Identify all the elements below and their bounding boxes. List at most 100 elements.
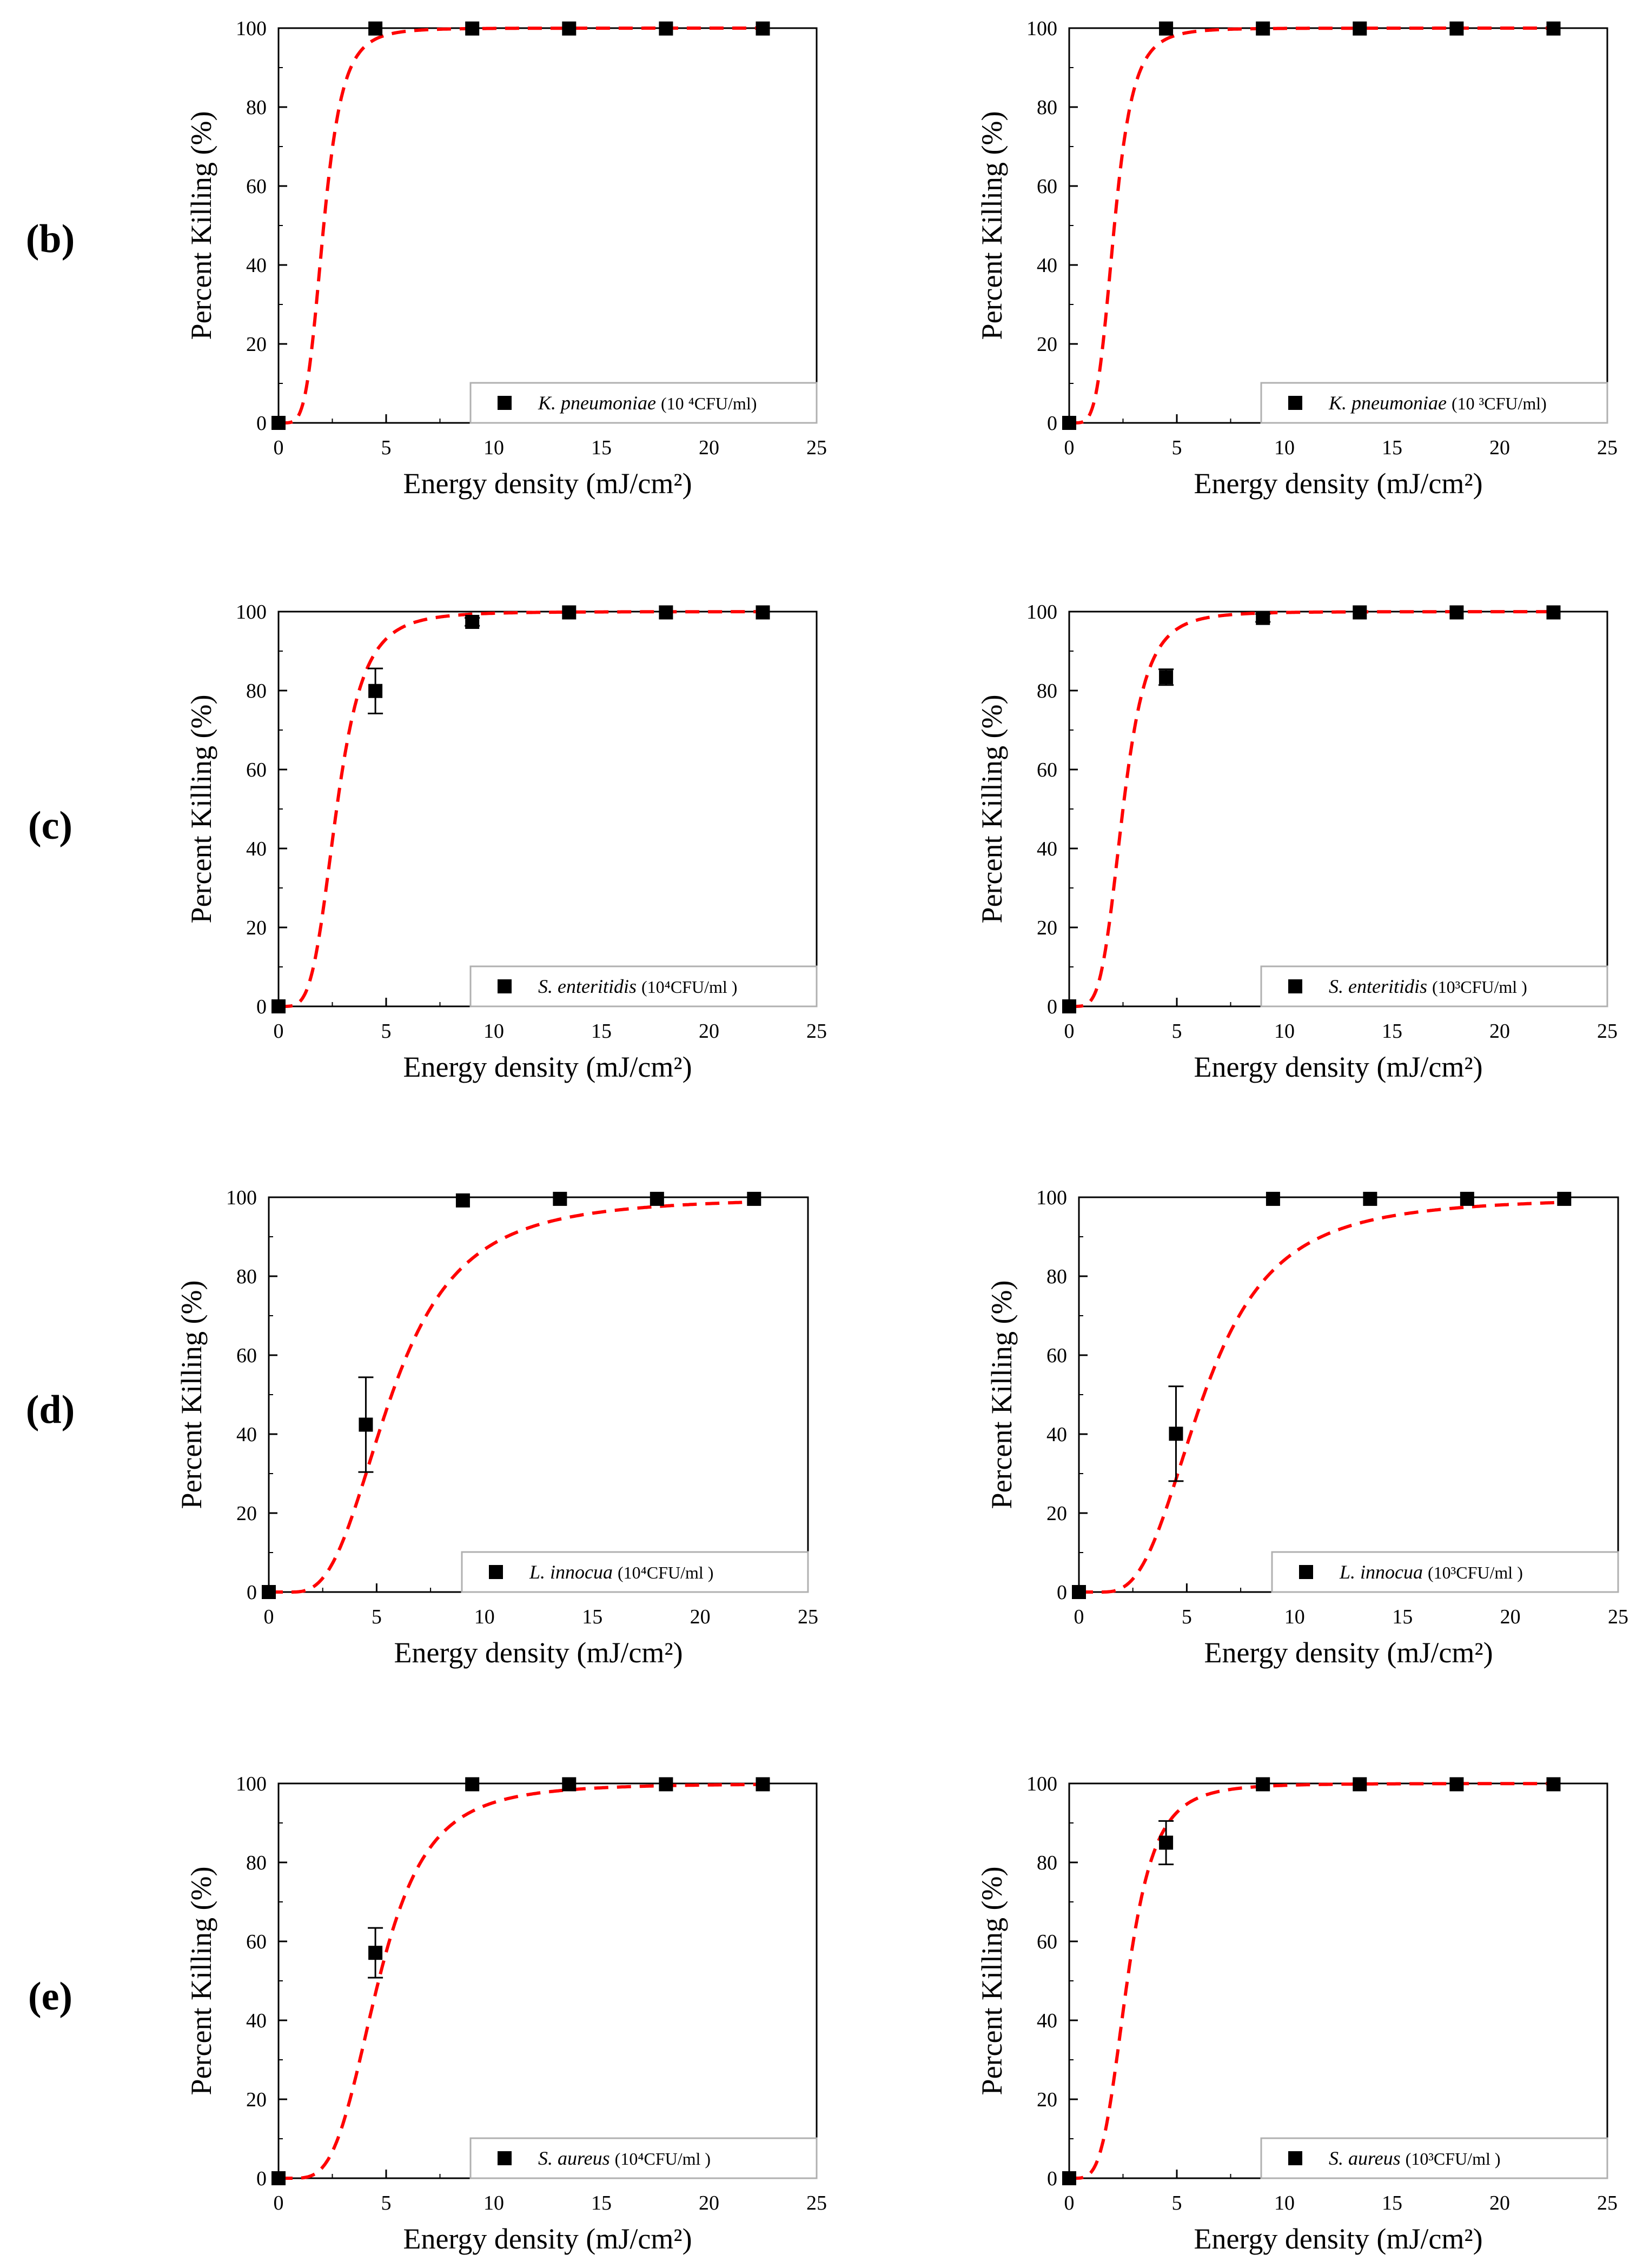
x-tick-label: 20 — [699, 436, 719, 459]
y-tick-label: 80 — [1037, 1852, 1057, 1874]
x-tick-label: 25 — [1597, 436, 1618, 459]
fit-curve — [1069, 610, 1554, 1008]
legend-concentration: (10 ³CFU/ml) — [1452, 394, 1547, 413]
y-tick-label: 80 — [236, 1265, 257, 1288]
y-tick-label: 100 — [226, 1186, 257, 1209]
chart-e-right: 0 5 10 15 20 25 0 20 40 60 80 100 Energy density (mJ… — [976, 1773, 1618, 2255]
x-tick-label: 20 — [699, 2192, 719, 2214]
x-tick-label: 20 — [699, 1020, 719, 1043]
y-tick-label: 100 — [1026, 601, 1057, 624]
legend-label: L. innocua (10³CFU/ml ) — [1339, 1561, 1523, 1583]
x-axis-label: Energy density (mJ/cm²) — [394, 1636, 683, 1669]
x-tick-label: 10 — [1274, 1020, 1295, 1043]
legend-box — [1260, 965, 1608, 1007]
fit-curve — [1069, 1782, 1554, 2180]
x-tick-label: 25 — [1597, 2192, 1618, 2214]
y-tick-label: 80 — [246, 96, 267, 119]
legend-concentration: (10³CFU/ml ) — [1406, 2149, 1501, 2168]
data-point — [562, 605, 577, 620]
legend-species: K. pneumoniae — [1328, 392, 1452, 414]
x-tick-label: 10 — [483, 436, 504, 459]
legend-species: S. aureus — [538, 2147, 615, 2169]
x-tick-label: 20 — [1500, 1606, 1521, 1628]
y-tick-label: 80 — [1046, 1265, 1067, 1288]
legend-marker — [498, 2151, 512, 2165]
data-point — [562, 1777, 577, 1792]
legend-label: S. enteritidis (10³CFU/ml ) — [1329, 976, 1527, 997]
y-axis-label: Percent Killing (%) — [185, 695, 217, 924]
y-tick-label: 80 — [246, 680, 267, 702]
x-tick-label: 0 — [274, 436, 284, 459]
y-tick-label: 100 — [236, 601, 267, 624]
data-point — [650, 1191, 664, 1206]
legend-box — [1260, 2137, 1608, 2179]
x-tick-label: 5 — [372, 1606, 382, 1628]
y-tick-label: 60 — [1037, 175, 1057, 198]
data-point — [368, 21, 383, 36]
legend-concentration: (10⁴CFU/ml ) — [641, 977, 737, 997]
row-label-e: (e) — [28, 1974, 73, 2019]
y-axis-label: Percent Killing (%) — [976, 1867, 1008, 2095]
y-tick-label: 60 — [246, 759, 267, 781]
y-axis-label: Percent Killing (%) — [985, 1281, 1018, 1509]
data-point — [1546, 605, 1561, 620]
data-point — [1353, 1777, 1367, 1792]
x-tick-label: 5 — [1172, 1020, 1182, 1043]
y-tick-label: 0 — [1047, 2167, 1057, 2190]
x-tick-label: 25 — [1608, 1606, 1628, 1628]
legend-label: L. innocua (10⁴CFU/ml ) — [529, 1561, 713, 1583]
x-tick-label: 0 — [264, 1606, 274, 1628]
legend-marker — [498, 396, 512, 410]
y-tick-label: 40 — [1046, 1423, 1067, 1446]
legend-box — [469, 382, 818, 424]
chart-e-left: 0 5 10 15 20 25 0 20 40 60 80 100 Energy density (mJ… — [185, 1773, 827, 2255]
data-point — [1159, 670, 1174, 685]
data-point — [1159, 21, 1174, 36]
y-tick-label: 100 — [236, 17, 267, 40]
legend-marker — [1288, 979, 1302, 993]
x-tick-label: 15 — [591, 436, 612, 459]
chart-c-right: 0 5 10 15 20 25 0 20 40 60 80 100 Energy density (mJ… — [976, 601, 1618, 1083]
legend-box — [469, 2137, 818, 2179]
data-point — [1353, 21, 1367, 36]
x-tick-label: 15 — [582, 1606, 602, 1628]
y-tick-label: 0 — [256, 996, 267, 1018]
y-tick-label: 40 — [1037, 254, 1057, 277]
y-tick-label: 0 — [1047, 412, 1057, 435]
data-point — [271, 416, 286, 430]
legend-box — [1271, 1551, 1619, 1593]
x-tick-label: 10 — [483, 1020, 504, 1043]
y-tick-label: 20 — [1037, 2088, 1057, 2111]
data-point — [659, 21, 673, 36]
x-tick-label: 0 — [1064, 1020, 1075, 1043]
y-tick-label: 40 — [246, 838, 267, 860]
legend-label: K. pneumoniae (10 ³CFU/ml) — [1328, 392, 1547, 414]
x-axis-label: Energy density (mJ/cm²) — [1194, 1051, 1482, 1083]
x-tick-label: 15 — [1392, 1606, 1413, 1628]
x-axis-label: Energy density (mJ/cm²) — [403, 1051, 692, 1083]
x-tick-label: 10 — [1274, 436, 1295, 459]
data-point — [455, 1193, 470, 1208]
legend-label: K. pneumoniae (10 ⁴CFU/ml) — [538, 392, 757, 414]
x-tick-label: 5 — [1172, 436, 1182, 459]
x-axis-label: Energy density (mJ/cm²) — [1194, 2223, 1482, 2255]
chart-c-left: 0 5 10 15 20 25 0 20 40 60 80 100 Energy density (mJ… — [185, 601, 827, 1083]
row-label-d: (d) — [25, 1388, 75, 1432]
legend-concentration: (10⁴CFU/ml ) — [618, 1563, 713, 1582]
legend-concentration: (10³CFU/ml ) — [1428, 1563, 1523, 1582]
x-tick-label: 5 — [381, 2192, 392, 2214]
x-tick-label: 20 — [1489, 1020, 1510, 1043]
y-tick-label: 60 — [1037, 1931, 1057, 1953]
data-point — [465, 614, 480, 629]
legend-concentration: (10 ⁴CFU/ml) — [661, 394, 757, 413]
x-tick-label: 25 — [806, 436, 827, 459]
x-tick-label: 5 — [381, 436, 392, 459]
data-point — [1256, 21, 1270, 36]
plot-frame — [268, 1196, 809, 1593]
y-tick-label: 20 — [246, 333, 267, 356]
x-tick-label: 20 — [1489, 436, 1510, 459]
legend-marker — [1288, 396, 1302, 410]
data-point — [465, 1777, 480, 1792]
x-axis-label: Energy density (mJ/cm²) — [1194, 467, 1482, 500]
legend-box — [469, 965, 818, 1007]
